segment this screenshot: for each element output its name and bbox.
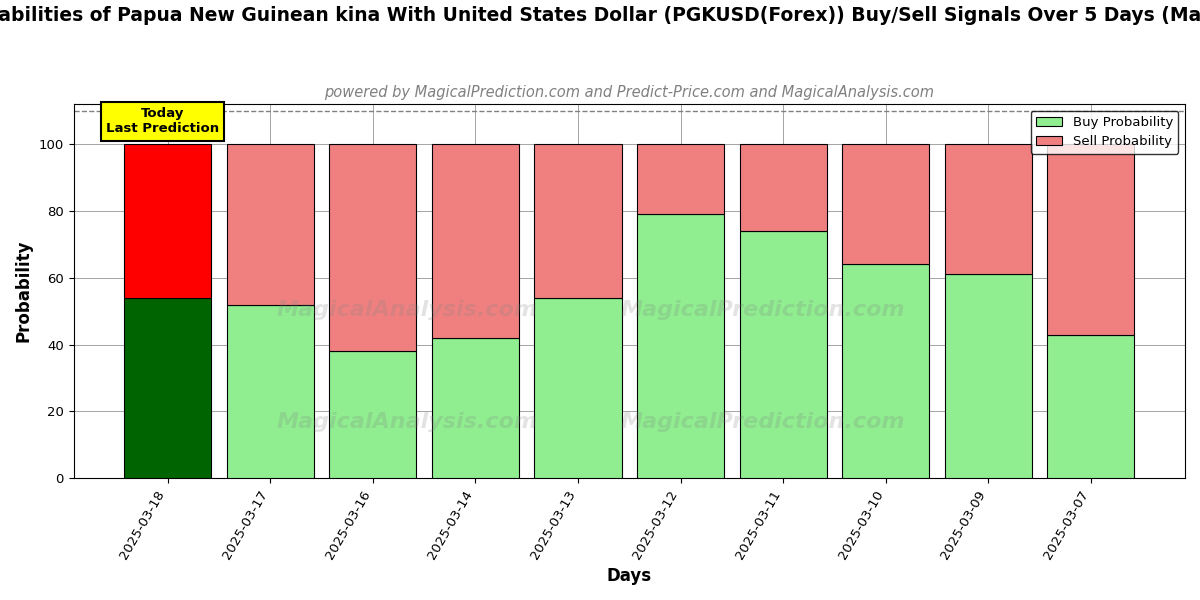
Y-axis label: Probability: Probability [16, 240, 34, 343]
Bar [227, 305, 314, 478]
X-axis label: Days: Days [607, 567, 652, 585]
Bar [124, 298, 211, 478]
Text: Probabilities of Papua New Guinean kina With United States Dollar (PGKUSD(Forex): Probabilities of Papua New Guinean kina … [0, 6, 1200, 25]
Bar [739, 144, 827, 231]
Bar [534, 298, 622, 478]
Text: MagicalPrediction.com: MagicalPrediction.com [620, 300, 905, 320]
Bar [329, 144, 416, 352]
Bar [1048, 335, 1134, 478]
Text: MagicalAnalysis.com: MagicalAnalysis.com [276, 300, 538, 320]
Bar [1048, 144, 1134, 335]
Bar [842, 265, 929, 478]
Bar [944, 274, 1032, 478]
Bar [637, 214, 724, 478]
Bar [534, 144, 622, 298]
Bar [432, 338, 518, 478]
Bar [432, 144, 518, 338]
Bar [944, 144, 1032, 274]
Text: MagicalAnalysis.com: MagicalAnalysis.com [276, 412, 538, 432]
Bar [637, 144, 724, 214]
Legend: Buy Probability, Sell Probability: Buy Probability, Sell Probability [1031, 110, 1178, 154]
Bar [739, 231, 827, 478]
Bar [842, 144, 929, 265]
Bar [329, 352, 416, 478]
Bar [124, 144, 211, 298]
Title: powered by MagicalPrediction.com and Predict-Price.com and MagicalAnalysis.com: powered by MagicalPrediction.com and Pre… [324, 85, 935, 100]
Text: MagicalPrediction.com: MagicalPrediction.com [620, 412, 905, 432]
Bar [227, 144, 314, 305]
Text: Today
Last Prediction: Today Last Prediction [106, 107, 220, 135]
